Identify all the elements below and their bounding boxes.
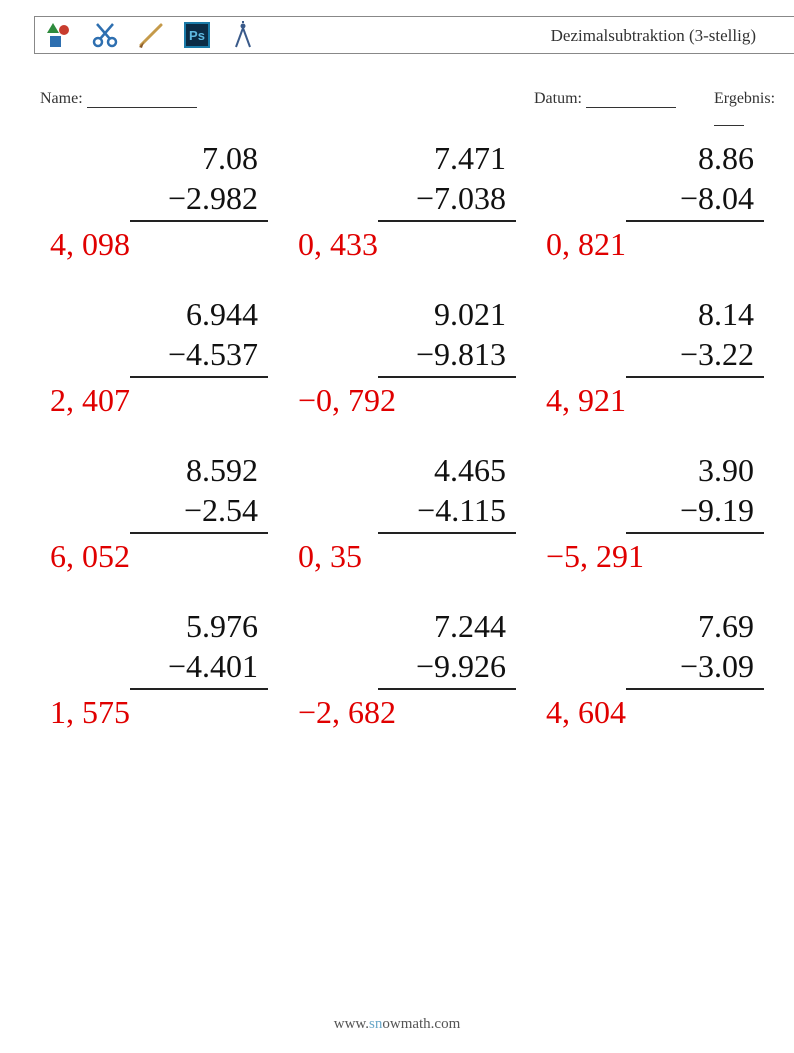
- rule-line: [626, 220, 764, 222]
- answer: −2, 682: [298, 692, 546, 732]
- rule-line: [130, 688, 268, 690]
- rule-line: [378, 532, 516, 534]
- minuend: 7.08: [50, 138, 298, 178]
- subtrahend: −9.926: [298, 646, 546, 686]
- subtrahend: −3.09: [546, 646, 794, 686]
- minuend: 8.592: [50, 450, 298, 490]
- answer: 6, 052: [50, 536, 298, 576]
- subtrahend: −9.19: [546, 490, 794, 530]
- rule-line: [378, 376, 516, 378]
- photoshop-icon[interactable]: Ps: [181, 19, 213, 51]
- minuend: 6.944: [50, 294, 298, 334]
- rule-line: [130, 220, 268, 222]
- subtrahend: −2.54: [50, 490, 298, 530]
- problem: 7.69 −3.09 4, 604: [546, 606, 794, 732]
- problem: 7.471 −7.038 0, 433: [298, 138, 546, 264]
- answer: −0, 792: [298, 380, 546, 420]
- shapes-icon[interactable]: [43, 19, 75, 51]
- rule-line: [626, 532, 764, 534]
- svg-text:Ps: Ps: [189, 28, 205, 43]
- minuend: 5.976: [50, 606, 298, 646]
- answer: 0, 433: [298, 224, 546, 264]
- problems-grid: 7.08 −2.982 4, 098 7.471 −7.038 0, 433 8…: [50, 138, 794, 762]
- problem-row: 6.944 −4.537 2, 407 9.021 −9.813 −0, 792…: [50, 294, 794, 420]
- score-label: Ergebnis:: [714, 90, 794, 126]
- worksheet-title: Dezimalsubtraktion (3-stellig): [551, 17, 756, 55]
- minuend: 3.90: [546, 450, 794, 490]
- minuend: 4.465: [298, 450, 546, 490]
- problem-row: 5.976 −4.401 1, 575 7.244 −9.926 −2, 682…: [50, 606, 794, 732]
- minuend: 7.471: [298, 138, 546, 178]
- problem: 8.86 −8.04 0, 821: [546, 138, 794, 264]
- answer: 0, 35: [298, 536, 546, 576]
- problem: 8.592 −2.54 6, 052: [50, 450, 298, 576]
- subtrahend: −3.22: [546, 334, 794, 374]
- subtrahend: −4.401: [50, 646, 298, 686]
- rule-line: [130, 376, 268, 378]
- problem: 6.944 −4.537 2, 407: [50, 294, 298, 420]
- minuend: 7.69: [546, 606, 794, 646]
- footer-brand: sn: [369, 1016, 382, 1032]
- problem: 8.14 −3.22 4, 921: [546, 294, 794, 420]
- rule-line: [378, 688, 516, 690]
- compass-icon[interactable]: [227, 19, 259, 51]
- subtrahend: −4.115: [298, 490, 546, 530]
- minuend: 8.86: [546, 138, 794, 178]
- answer: 4, 098: [50, 224, 298, 264]
- subtrahend: −4.537: [50, 334, 298, 374]
- brush-icon[interactable]: [135, 19, 167, 51]
- answer: −5, 291: [546, 536, 794, 576]
- problem-row: 8.592 −2.54 6, 052 4.465 −4.115 0, 35 3.…: [50, 450, 794, 576]
- scissors-icon[interactable]: [89, 19, 121, 51]
- rule-line: [130, 532, 268, 534]
- problem: 5.976 −4.401 1, 575: [50, 606, 298, 732]
- rule-line: [626, 376, 764, 378]
- problem: 3.90 −9.19 −5, 291: [546, 450, 794, 576]
- date-label: Datum:: [534, 90, 676, 108]
- rule-line: [378, 220, 516, 222]
- problem-row: 7.08 −2.982 4, 098 7.471 −7.038 0, 433 8…: [50, 138, 794, 264]
- toolbar: Ps Dezimalsubtraktion (3-stellig): [34, 16, 794, 54]
- header-line: Name: Datum: Ergebnis:: [34, 90, 794, 114]
- minuend: 7.244: [298, 606, 546, 646]
- answer: 0, 821: [546, 224, 794, 264]
- answer: 1, 575: [50, 692, 298, 732]
- minuend: 9.021: [298, 294, 546, 334]
- answer: 4, 604: [546, 692, 794, 732]
- subtrahend: −9.813: [298, 334, 546, 374]
- rule-line: [626, 688, 764, 690]
- minuend: 8.14: [546, 294, 794, 334]
- problem: 7.244 −9.926 −2, 682: [298, 606, 546, 732]
- subtrahend: −7.038: [298, 178, 546, 218]
- name-label: Name:: [40, 90, 197, 108]
- subtrahend: −2.982: [50, 178, 298, 218]
- subtrahend: −8.04: [546, 178, 794, 218]
- problem: 7.08 −2.982 4, 098: [50, 138, 298, 264]
- answer: 4, 921: [546, 380, 794, 420]
- answer: 2, 407: [50, 380, 298, 420]
- problem: 4.465 −4.115 0, 35: [298, 450, 546, 576]
- footer-url: www.snowmath.com: [0, 1016, 794, 1033]
- problem: 9.021 −9.813 −0, 792: [298, 294, 546, 420]
